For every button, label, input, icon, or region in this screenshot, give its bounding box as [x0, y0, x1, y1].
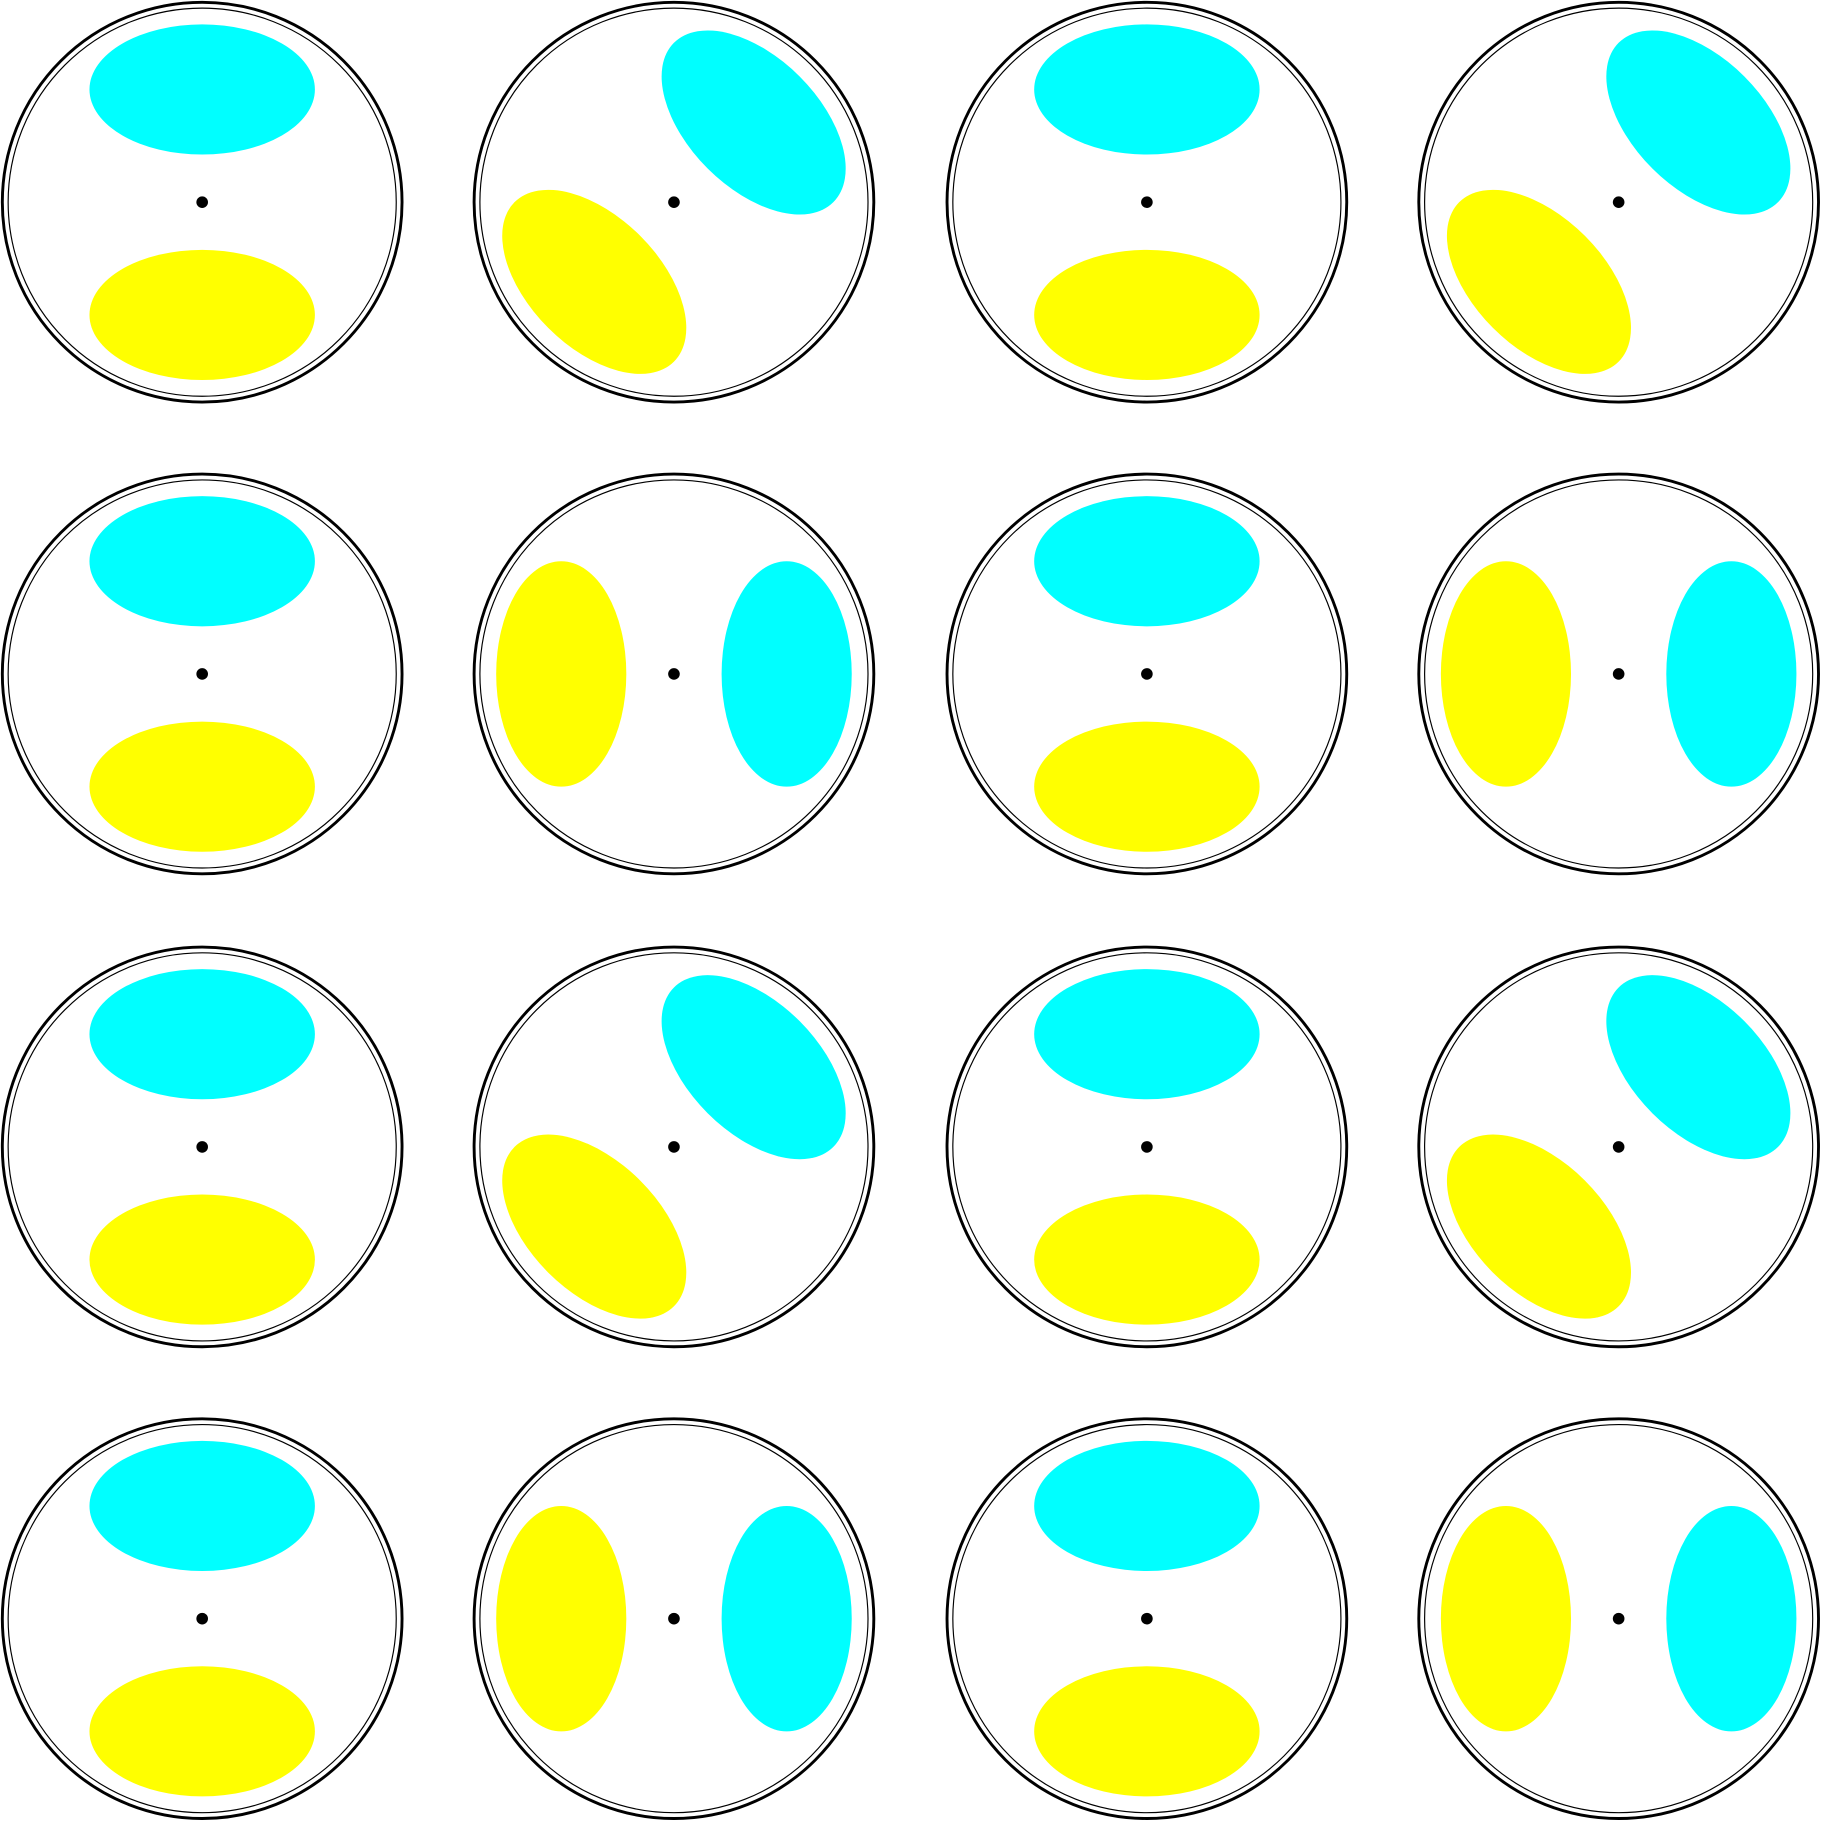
lobes — [496, 1505, 852, 1732]
cyan-lobe — [1034, 1440, 1260, 1572]
lobes — [1446, 30, 1791, 374]
disc — [945, 945, 1349, 1349]
inner-ring — [479, 7, 869, 397]
yellow-lobe — [502, 189, 687, 374]
disc — [945, 1417, 1349, 1820]
inner-ring — [7, 1424, 397, 1814]
disc — [472, 945, 876, 1349]
yellow-lobe — [89, 249, 315, 380]
yellow-lobe — [1034, 1194, 1260, 1325]
center-dot — [196, 1612, 208, 1625]
disc — [945, 0, 1349, 404]
lobes — [502, 975, 846, 1319]
disc — [1417, 472, 1820, 876]
inner-ring — [479, 479, 869, 869]
center-dot — [196, 196, 208, 208]
lobes — [89, 24, 315, 380]
disc — [1417, 945, 1820, 1349]
center-dot — [196, 668, 208, 680]
cyan-lobe — [89, 496, 315, 627]
lobes — [1034, 1440, 1260, 1797]
lobes — [1034, 24, 1260, 380]
cyan-lobe — [89, 1440, 315, 1572]
disc — [0, 945, 404, 1349]
cyan-lobe — [1034, 24, 1260, 155]
cyan-lobe — [1606, 30, 1791, 215]
yellow-lobe — [1440, 1505, 1572, 1732]
cyan-lobe — [1034, 969, 1260, 1100]
center-dot — [668, 1141, 680, 1153]
lobes — [502, 30, 846, 374]
yellow-lobe — [1034, 1666, 1260, 1797]
cyan-lobe — [89, 24, 315, 155]
center-dot — [1141, 668, 1153, 680]
center-dot — [668, 196, 680, 208]
lobes — [1440, 1505, 1797, 1732]
inner-ring — [1424, 7, 1814, 397]
inner-ring — [7, 7, 397, 397]
lobes — [89, 496, 315, 852]
lobes — [89, 969, 315, 1325]
inner-ring — [1424, 952, 1814, 1342]
disc — [1417, 0, 1820, 404]
center-dot — [196, 1141, 208, 1153]
center-dot — [1612, 668, 1625, 680]
disc — [0, 0, 404, 404]
yellow-lobe — [502, 1134, 687, 1319]
cyan-lobe — [1034, 496, 1260, 627]
lobes — [496, 561, 852, 787]
yellow-lobe — [89, 721, 315, 852]
inner-ring — [952, 1424, 1342, 1814]
lobes — [1034, 969, 1260, 1325]
cyan-lobe — [721, 1505, 852, 1732]
yellow-lobe — [1034, 721, 1260, 852]
cyan-lobe — [661, 30, 846, 215]
yellow-lobe — [89, 1194, 315, 1325]
inner-ring — [952, 7, 1342, 397]
yellow-lobe — [1446, 1134, 1631, 1319]
center-dot — [668, 668, 680, 680]
disc — [1417, 1417, 1820, 1820]
center-dot — [1141, 196, 1153, 208]
inner-ring — [952, 479, 1342, 869]
yellow-lobe — [496, 1505, 627, 1732]
disc — [472, 472, 876, 876]
yellow-lobe — [1446, 189, 1631, 374]
center-dot — [1141, 1141, 1153, 1153]
yellow-lobe — [1440, 561, 1572, 787]
cyan-lobe — [1666, 1505, 1797, 1732]
yellow-lobe — [89, 1666, 315, 1797]
yellow-lobe — [1034, 249, 1260, 380]
center-dot — [1612, 1141, 1625, 1153]
inner-ring — [1424, 479, 1814, 869]
cyan-lobe — [1606, 975, 1791, 1160]
cyan-lobe — [1666, 561, 1797, 787]
center-dot — [1612, 1612, 1625, 1625]
inner-ring — [1424, 1424, 1814, 1814]
inner-ring — [479, 1424, 869, 1814]
lobes — [1034, 496, 1260, 852]
disc — [945, 472, 1349, 876]
cyan-lobe — [661, 975, 846, 1160]
center-dot — [1141, 1612, 1153, 1625]
center-dot — [1612, 196, 1625, 208]
disc — [472, 1417, 876, 1820]
lobes — [1446, 975, 1791, 1319]
inner-ring — [479, 952, 869, 1342]
inner-ring — [7, 952, 397, 1342]
yellow-lobe — [496, 561, 627, 787]
lobes — [1440, 561, 1797, 787]
disc — [0, 1417, 404, 1820]
center-dot — [668, 1612, 680, 1625]
cyan-lobe — [721, 561, 852, 787]
disc — [0, 472, 404, 876]
inner-ring — [952, 952, 1342, 1342]
lobes — [89, 1440, 315, 1797]
cyan-lobe — [89, 969, 315, 1100]
disc — [472, 0, 876, 404]
inner-ring — [7, 479, 397, 869]
